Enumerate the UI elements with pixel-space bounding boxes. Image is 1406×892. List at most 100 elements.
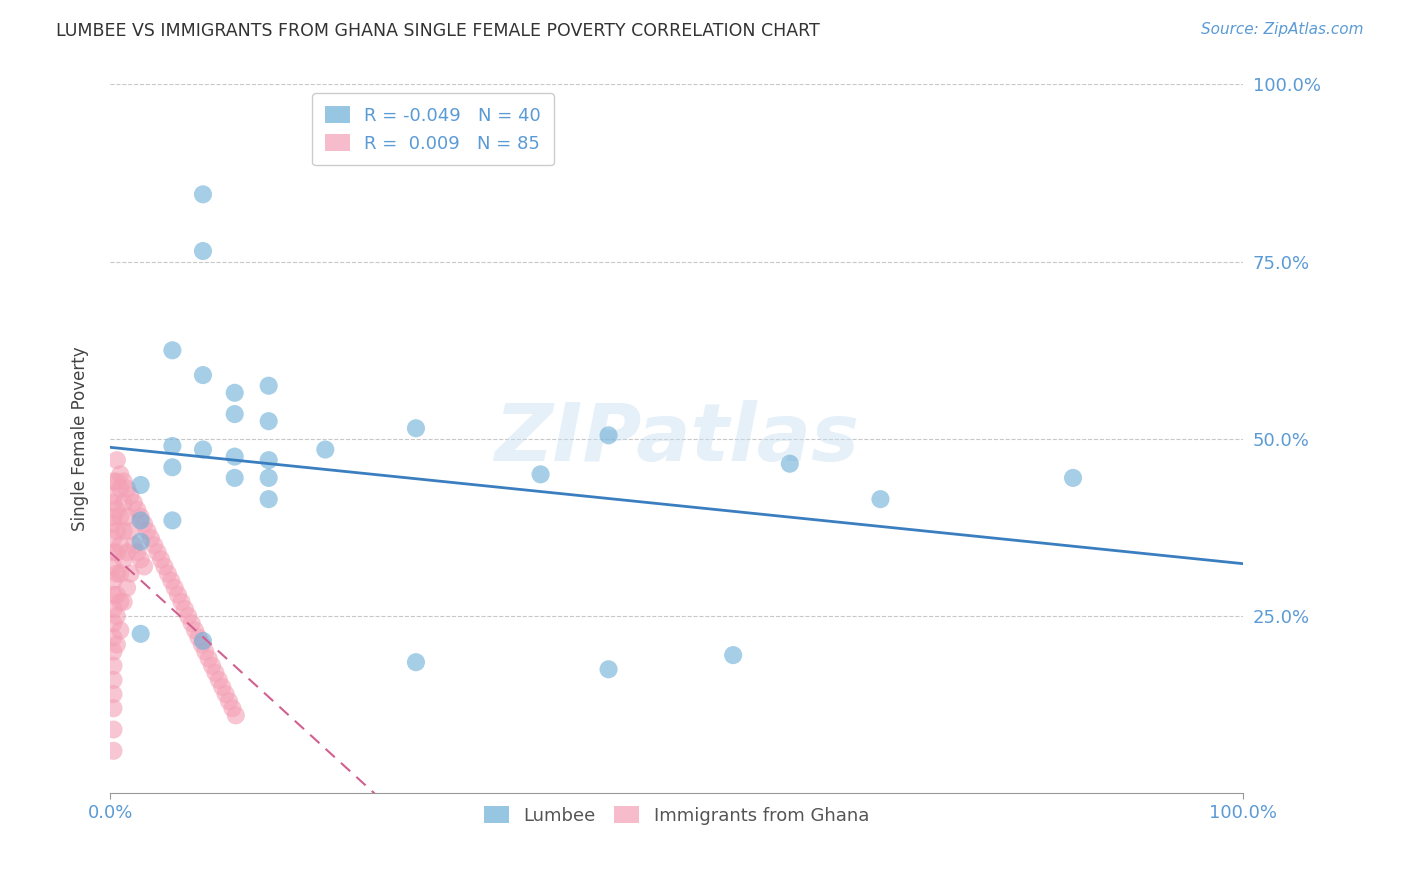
Point xyxy=(598,428,620,442)
Point xyxy=(103,687,125,701)
Point xyxy=(224,385,246,400)
Point xyxy=(103,744,125,758)
Point xyxy=(129,513,152,527)
Point xyxy=(257,453,280,467)
Point xyxy=(105,588,128,602)
Point xyxy=(598,662,620,676)
Point xyxy=(162,343,184,358)
Point xyxy=(180,616,202,631)
Point xyxy=(103,559,125,574)
Point xyxy=(115,509,138,524)
Point xyxy=(110,538,132,552)
Point xyxy=(201,658,224,673)
Point xyxy=(143,538,166,552)
Point xyxy=(110,566,132,581)
Point xyxy=(120,489,142,503)
Point xyxy=(105,475,128,489)
Point xyxy=(110,482,132,496)
Point xyxy=(103,616,125,631)
Point xyxy=(191,244,214,258)
Point xyxy=(1062,471,1084,485)
Point xyxy=(150,552,173,566)
Point xyxy=(224,450,246,464)
Point xyxy=(224,471,246,485)
Legend: Lumbee, Immigrants from Ghana: Lumbee, Immigrants from Ghana xyxy=(475,797,879,834)
Point xyxy=(132,516,155,531)
Point xyxy=(127,545,149,559)
Point xyxy=(173,602,195,616)
Point xyxy=(122,496,145,510)
Point xyxy=(529,467,551,482)
Point xyxy=(103,588,125,602)
Point xyxy=(184,624,207,638)
Point xyxy=(103,644,125,658)
Point xyxy=(208,673,231,687)
Point xyxy=(191,442,214,457)
Point xyxy=(194,644,217,658)
Point xyxy=(160,574,183,588)
Point xyxy=(405,421,427,435)
Point xyxy=(197,651,219,665)
Text: ZIPatlas: ZIPatlas xyxy=(494,400,859,478)
Point xyxy=(110,624,132,638)
Point xyxy=(105,566,128,581)
Point xyxy=(103,531,125,545)
Y-axis label: Single Female Poverty: Single Female Poverty xyxy=(72,347,89,532)
Point xyxy=(103,658,125,673)
Point xyxy=(105,638,128,652)
Point xyxy=(112,595,135,609)
Point xyxy=(191,368,214,383)
Point xyxy=(103,516,125,531)
Point xyxy=(156,566,179,581)
Point xyxy=(103,673,125,687)
Point xyxy=(110,595,132,609)
Point xyxy=(110,467,132,482)
Point xyxy=(177,609,200,624)
Point xyxy=(112,475,135,489)
Point xyxy=(115,482,138,496)
Point xyxy=(191,187,214,202)
Point xyxy=(191,634,214,648)
Point xyxy=(167,588,190,602)
Point xyxy=(103,489,125,503)
Point xyxy=(105,609,128,624)
Point xyxy=(170,595,193,609)
Point xyxy=(214,687,236,701)
Point xyxy=(257,378,280,392)
Point xyxy=(204,665,226,680)
Point xyxy=(110,509,132,524)
Point xyxy=(129,534,152,549)
Point xyxy=(122,538,145,552)
Point xyxy=(162,439,184,453)
Point xyxy=(721,648,744,662)
Point xyxy=(163,581,186,595)
Point xyxy=(103,574,125,588)
Point xyxy=(112,524,135,538)
Point xyxy=(162,460,184,475)
Point xyxy=(211,680,233,694)
Point xyxy=(103,509,125,524)
Point xyxy=(139,531,162,545)
Point xyxy=(115,545,138,559)
Point xyxy=(779,457,801,471)
Point xyxy=(120,524,142,538)
Point xyxy=(115,581,138,595)
Point xyxy=(103,701,125,715)
Point xyxy=(105,503,128,517)
Point xyxy=(132,559,155,574)
Point xyxy=(103,631,125,645)
Text: LUMBEE VS IMMIGRANTS FROM GHANA SINGLE FEMALE POVERTY CORRELATION CHART: LUMBEE VS IMMIGRANTS FROM GHANA SINGLE F… xyxy=(56,22,820,40)
Point xyxy=(257,492,280,507)
Point xyxy=(129,552,152,566)
Point xyxy=(187,631,209,645)
Point xyxy=(103,475,125,489)
Point xyxy=(129,478,152,492)
Point xyxy=(191,638,214,652)
Point xyxy=(405,655,427,669)
Text: Source: ZipAtlas.com: Source: ZipAtlas.com xyxy=(1201,22,1364,37)
Point xyxy=(103,723,125,737)
Point xyxy=(120,566,142,581)
Point xyxy=(869,492,891,507)
Point xyxy=(103,602,125,616)
Point xyxy=(257,414,280,428)
